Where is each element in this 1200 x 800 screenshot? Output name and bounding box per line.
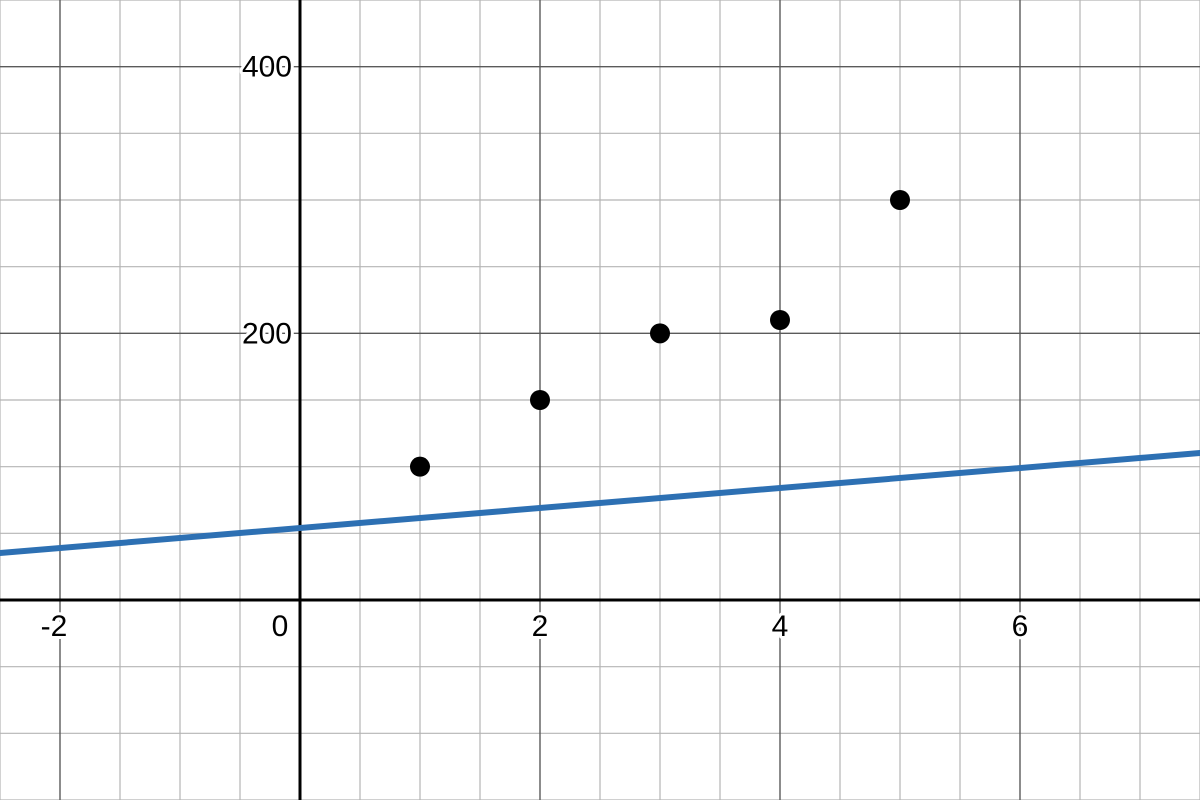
x-tick-label: 0 — [272, 610, 289, 643]
x-tick-label: 6 — [1012, 610, 1029, 643]
y-tick-label: 400 — [242, 51, 292, 84]
data-points — [410, 190, 910, 477]
fit-line-layer — [0, 450, 1200, 556]
x-tick-label: 2 — [532, 610, 549, 643]
fit-line — [0, 450, 1200, 556]
data-point — [530, 390, 550, 410]
data-point — [410, 456, 430, 477]
data-point — [650, 323, 670, 344]
x-tick-label: -2 — [41, 610, 68, 643]
x-tick-label: 4 — [772, 610, 789, 643]
data-point — [890, 190, 910, 210]
y-tick-label: 200 — [242, 317, 292, 350]
tick-labels: -2 0 2 4 6 200 400 — [38, 48, 1032, 646]
data-point — [770, 310, 790, 330]
